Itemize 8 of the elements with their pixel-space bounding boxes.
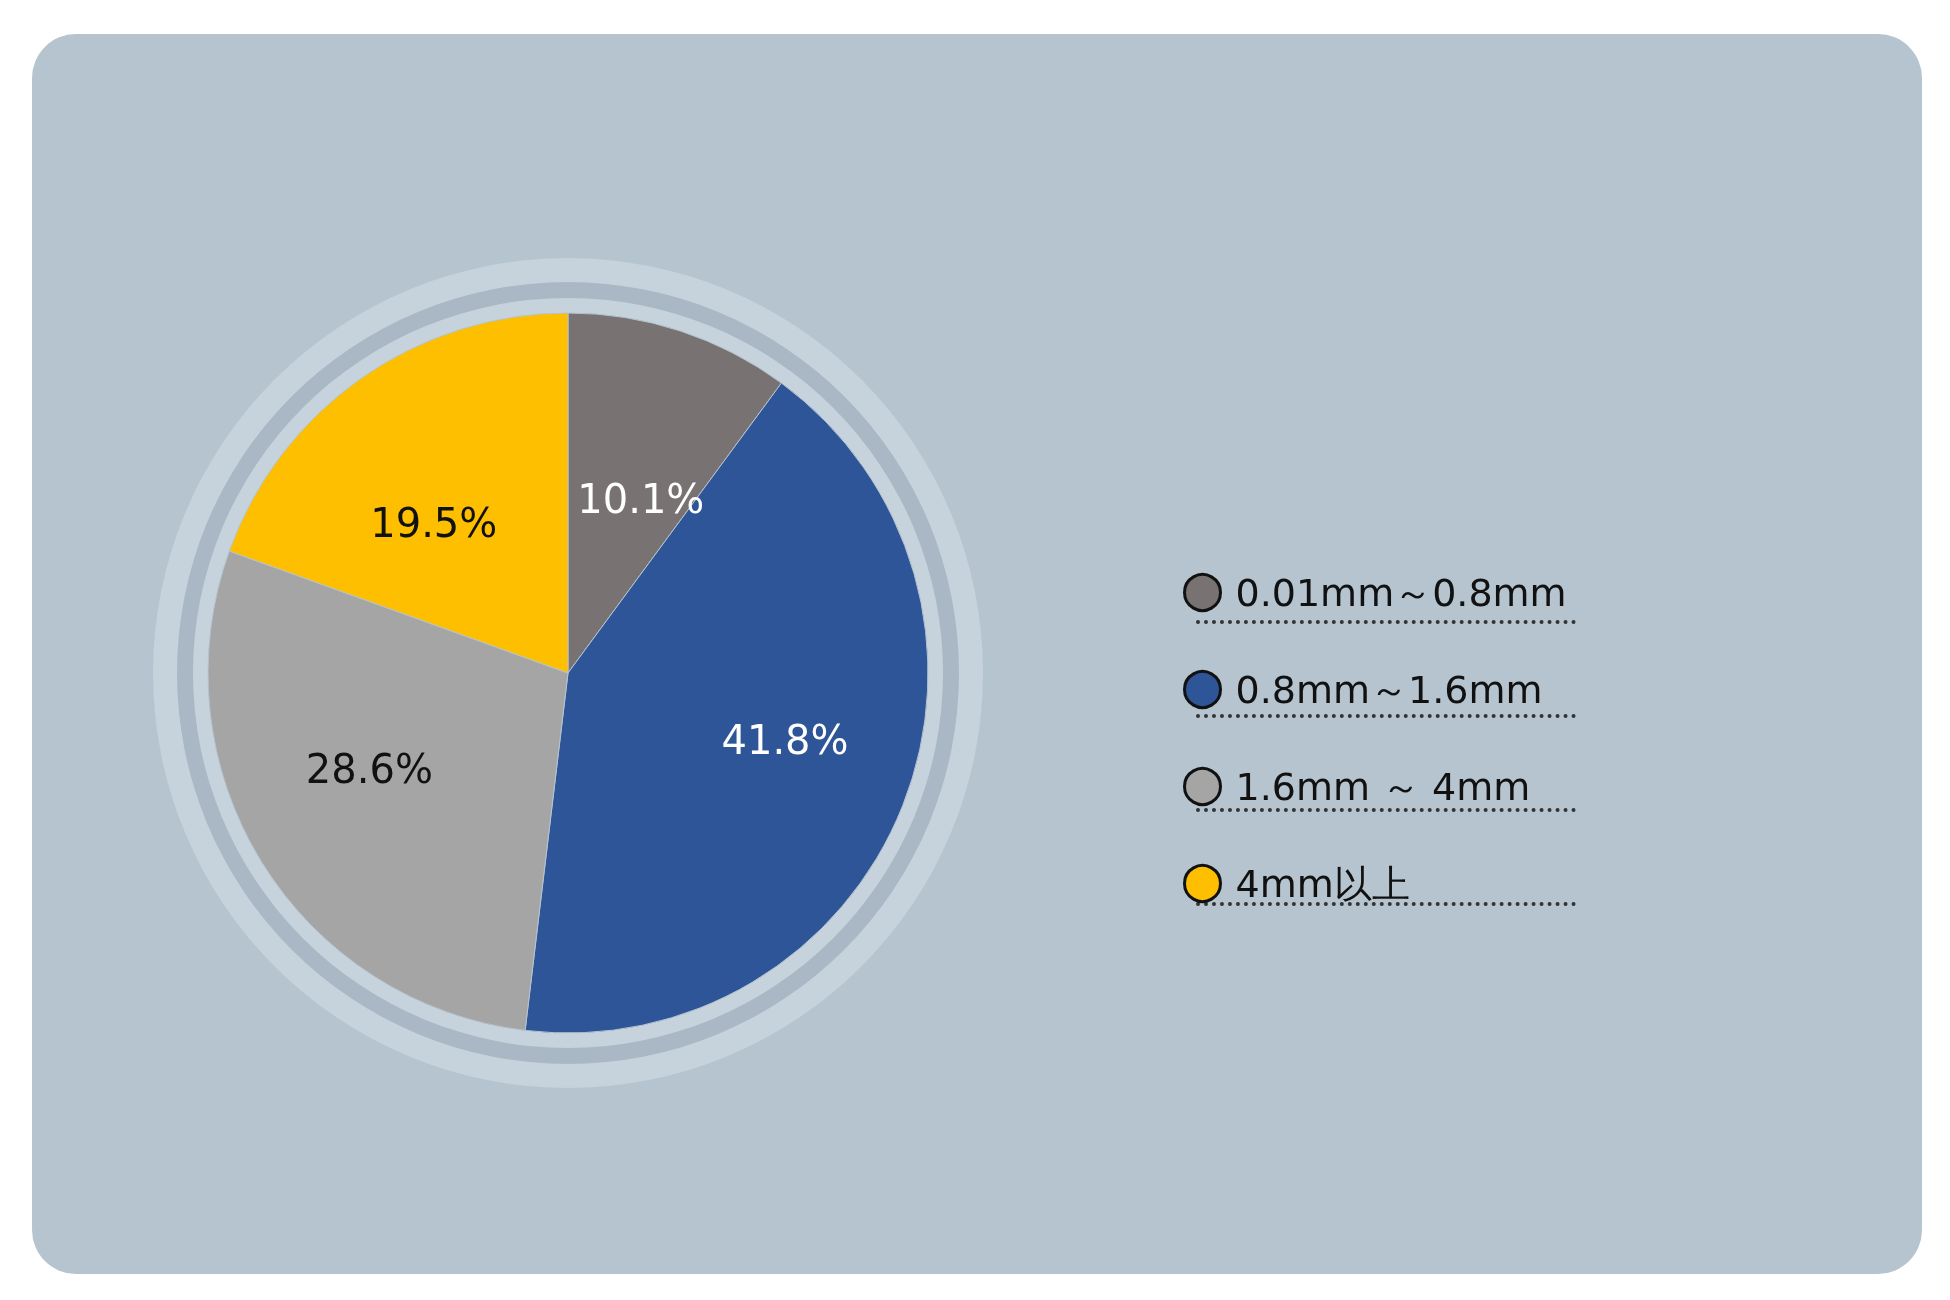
data-label: 28.6%	[305, 746, 433, 793]
legend-label: 4mm以上	[1235, 861, 1410, 906]
legend-label: 0.8mm～1.6mm	[1235, 667, 1543, 712]
data-label: 10.1%	[577, 476, 705, 523]
data-label: 41.8%	[721, 717, 849, 764]
legend-label: 1.6mm ～ 4mm	[1235, 764, 1531, 809]
legend-label: 0.01mm～0.8mm	[1235, 570, 1567, 615]
data-label: 19.5%	[370, 500, 498, 547]
